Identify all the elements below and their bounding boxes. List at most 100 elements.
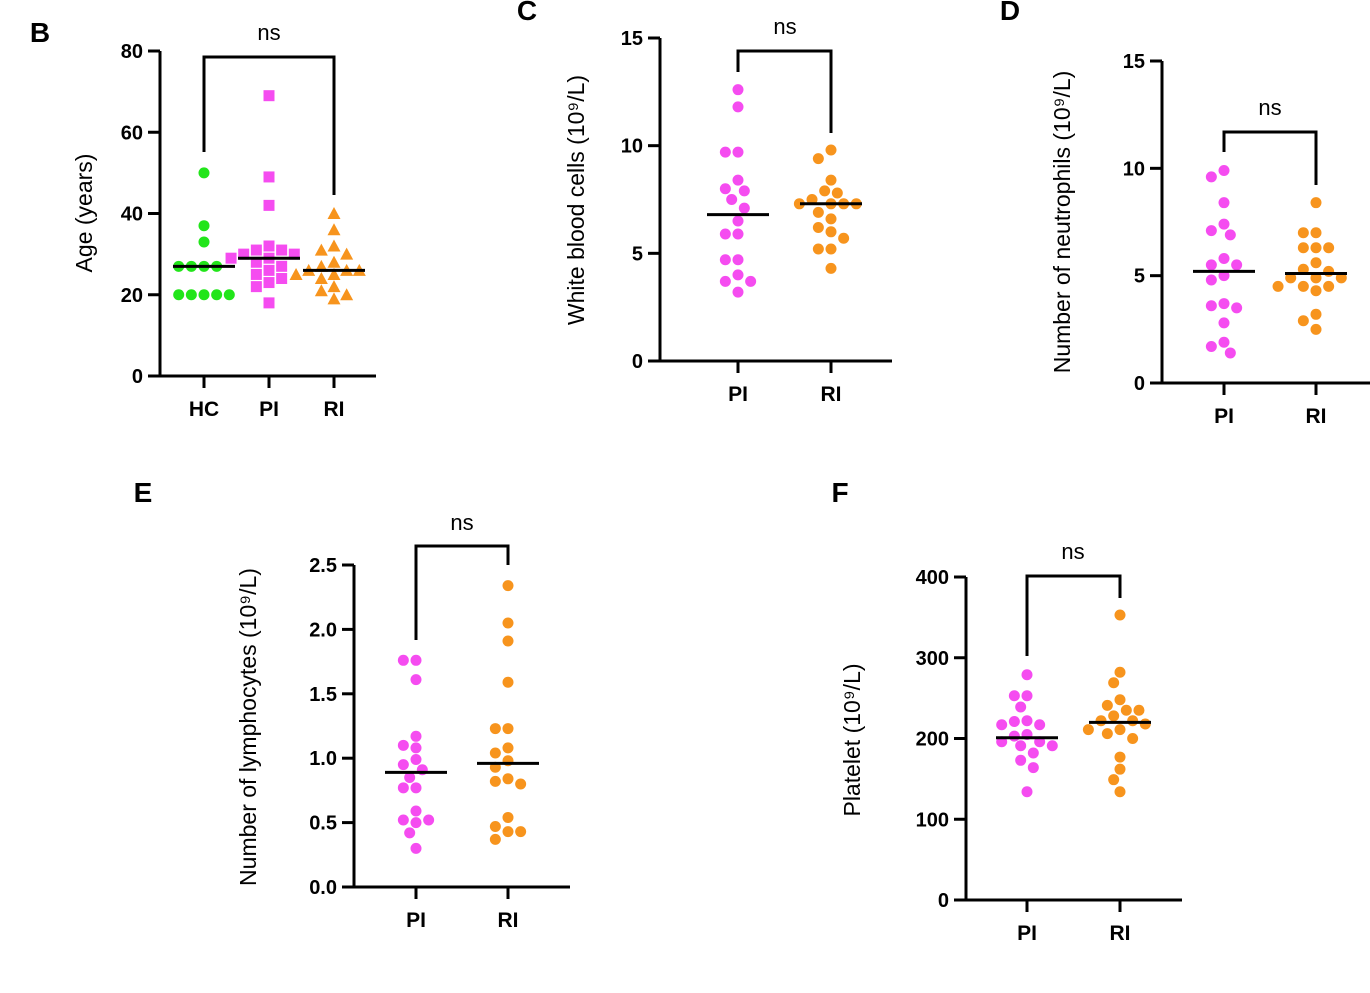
data-point-ri	[1310, 323, 1322, 335]
data-point-ri	[327, 239, 341, 252]
significance-bracket	[736, 49, 833, 133]
data-point-ri	[1323, 265, 1335, 277]
significance-bracket	[1025, 574, 1122, 656]
data-point-pi	[1218, 298, 1230, 310]
data-point-pi	[732, 228, 744, 240]
data-point-pi	[745, 275, 757, 287]
data-point-ri	[1272, 280, 1284, 292]
y-axis-label: Number of neutrophils (10⁹/L)	[1049, 71, 1075, 374]
significance-bracket	[414, 544, 510, 640]
data-point-pi	[410, 730, 422, 742]
data-point-ri	[1108, 710, 1120, 722]
data-point-ri	[327, 255, 341, 268]
data-point-pi	[719, 183, 731, 195]
panel-letter: C	[517, 0, 537, 26]
data-point-ri	[314, 272, 328, 284]
x-tick-label: PI	[406, 909, 426, 932]
y-tick-label: 5	[1134, 266, 1145, 288]
data-point-pi	[263, 277, 275, 289]
data-point-ri	[1310, 308, 1322, 320]
data-point-ri	[502, 811, 514, 823]
data-point-pi	[410, 782, 422, 794]
data-point-pi	[738, 185, 750, 197]
data-point-pi	[1218, 336, 1230, 348]
data-point-pi	[397, 814, 409, 826]
data-point-ri	[1297, 315, 1309, 327]
data-point-pi	[410, 817, 422, 829]
data-point-pi	[1218, 252, 1230, 264]
data-point-ri	[1310, 227, 1322, 239]
panel-letter: F	[831, 477, 848, 508]
data-point-pi	[1021, 669, 1033, 681]
data-point-ri	[502, 742, 514, 754]
data-point-pi	[732, 286, 744, 298]
x-tick-label: RI	[1110, 922, 1131, 945]
y-tick-label: 0	[938, 890, 949, 912]
data-point-pi	[410, 753, 422, 765]
significance-label: ns	[773, 14, 796, 39]
data-point-ri	[502, 617, 514, 629]
data-point-pi	[732, 146, 744, 158]
data-point-pi	[1034, 719, 1046, 731]
y-tick-label: 5	[632, 243, 643, 265]
data-point-ri	[1310, 257, 1322, 269]
panel-e: E 0.0 0.5 1.0 1.5 2.0 2.5 PI RI Number of lymphoc…	[134, 477, 570, 932]
data-point-hc	[211, 289, 223, 301]
data-point-ri	[327, 292, 341, 305]
data-point-ri	[1310, 272, 1322, 284]
data-point-ri	[1127, 733, 1139, 744]
data-point-pi	[225, 252, 237, 264]
significance-label: ns	[1258, 95, 1281, 120]
data-point-pi	[404, 772, 416, 784]
data-point-ri	[1310, 242, 1322, 254]
data-point-pi	[719, 228, 731, 240]
data-point-pi	[732, 269, 744, 281]
data-point-ri	[1310, 197, 1322, 209]
data-point-ri	[1114, 609, 1126, 621]
data-point-pi	[1015, 740, 1027, 752]
x-tick-label: HC	[189, 398, 219, 421]
y-axis-label: Platelet (10⁹/L)	[839, 663, 865, 816]
data-point-pi	[410, 742, 422, 754]
data-point-ri	[825, 226, 837, 238]
data-point-hc	[198, 167, 210, 179]
y-tick-label: 2.5	[309, 555, 337, 577]
data-point-pi	[250, 256, 262, 268]
data-point-ri	[1108, 774, 1120, 786]
data-point-ri	[340, 288, 354, 301]
panel-letter: D	[1000, 0, 1020, 26]
data-point-ri	[327, 267, 341, 280]
data-point-pi	[1205, 274, 1217, 286]
data-point-pi	[738, 202, 750, 214]
data-point-ri	[502, 635, 514, 647]
significance-label: ns	[450, 510, 473, 535]
data-point-pi	[1027, 747, 1039, 759]
data-point-ri	[1114, 724, 1126, 736]
data-point-ri	[502, 723, 514, 735]
data-point-ri	[1127, 715, 1139, 727]
data-point-pi	[1008, 716, 1020, 728]
data-point-pi	[1008, 730, 1020, 742]
y-axis-label: White blood cells (10⁹/L)	[563, 75, 589, 325]
data-point-ri	[1101, 699, 1113, 711]
data-point-pi	[410, 654, 422, 666]
data-point-pi	[1205, 225, 1217, 237]
data-point-ri	[1335, 272, 1347, 284]
data-point-ri	[812, 153, 824, 165]
data-point-ri	[515, 778, 527, 790]
y-tick-label: 100	[916, 809, 949, 831]
data-point-ri	[340, 247, 354, 260]
significance-bracket	[202, 55, 336, 195]
data-point-pi	[1218, 317, 1230, 329]
data-point-ri	[1310, 285, 1322, 297]
y-tick-label: 0.5	[309, 813, 337, 835]
data-point-ri	[825, 174, 837, 186]
data-point-pi	[1224, 347, 1236, 359]
data-point-pi	[276, 260, 288, 272]
data-point-ri	[1120, 704, 1132, 716]
data-point-pi	[1231, 302, 1243, 314]
x-tick-label: RI	[324, 398, 345, 421]
x-tick-label: PI	[728, 383, 748, 406]
data-point-pi	[1205, 300, 1217, 312]
data-point-ri	[1095, 715, 1107, 727]
